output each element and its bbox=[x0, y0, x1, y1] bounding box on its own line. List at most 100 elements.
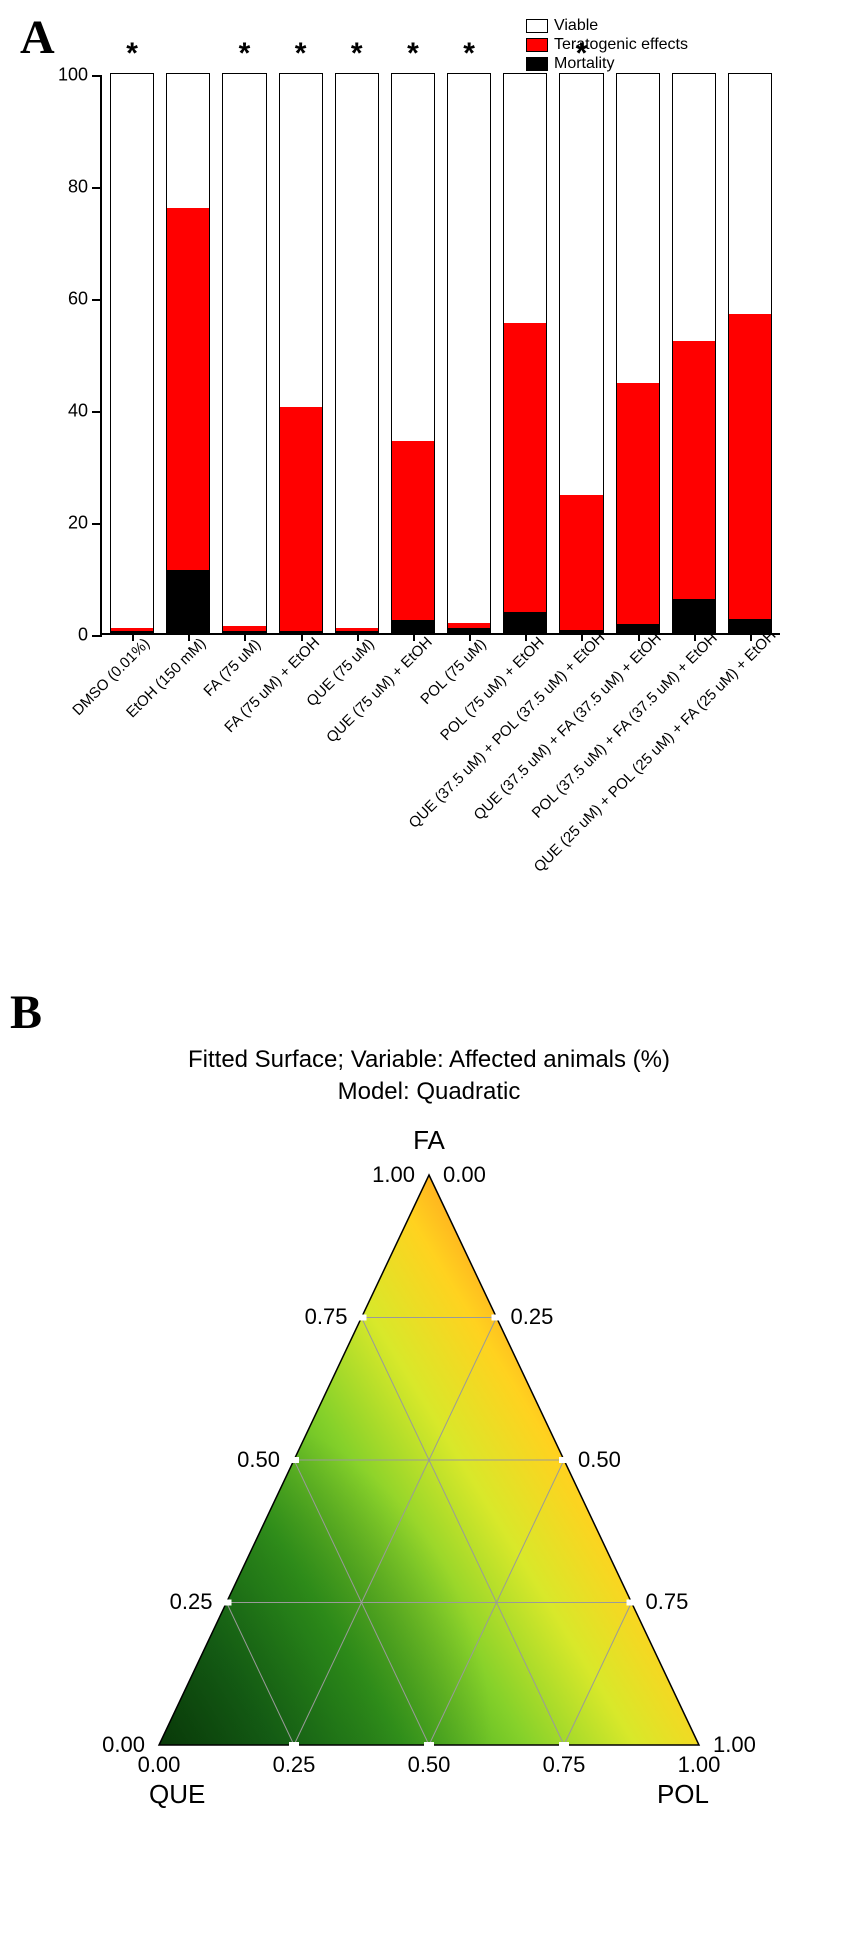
significance-star: * bbox=[576, 37, 588, 71]
bar-column: *DMSO (0.01%) bbox=[110, 73, 154, 633]
legend: Viable Teratogenic effects Mortality bbox=[526, 16, 688, 74]
significance-star: * bbox=[126, 37, 138, 71]
bar-seg-viable bbox=[729, 74, 771, 314]
y-tick-label: 40 bbox=[68, 401, 102, 422]
bar-chart: Affected animals (%) *DMSO (0.01%)EtOH (… bbox=[100, 75, 780, 945]
panel-b-label: B bbox=[10, 985, 838, 1040]
bar-column: *QUE (75 uM) bbox=[335, 73, 379, 633]
x-tick bbox=[469, 633, 471, 641]
ternary-tick-label: 0.50 bbox=[578, 1447, 621, 1473]
legend-item: Teratogenic effects bbox=[526, 35, 688, 54]
bar-seg-teratogenic bbox=[617, 383, 659, 624]
x-tick bbox=[132, 633, 134, 641]
ternary-tick-label: 0.75 bbox=[543, 1752, 586, 1778]
bar-seg-mortality bbox=[392, 620, 434, 634]
ternary-tick-label: 1.00 bbox=[372, 1162, 415, 1188]
bar-seg-viable bbox=[111, 74, 153, 628]
x-tick bbox=[244, 633, 246, 641]
x-tick bbox=[581, 633, 583, 641]
bar-chart-plot: *DMSO (0.01%) EtOH (150 mM) *FA (75 uM) *FA… bbox=[100, 75, 780, 635]
legend-swatch-teratogenic bbox=[526, 38, 548, 52]
title-line-1: Fitted Surface; Variable: Affected anima… bbox=[188, 1046, 670, 1073]
bar-seg-teratogenic bbox=[504, 323, 546, 611]
legend-swatch-mortality bbox=[526, 57, 548, 71]
bar-seg-mortality bbox=[167, 570, 209, 634]
bar-column: EtOH (150 mM) bbox=[166, 73, 210, 633]
bar-column: *FA (75 uM) bbox=[222, 73, 266, 633]
ternary-tick-label: 0.25 bbox=[511, 1304, 554, 1330]
ternary-tick-label: 0.50 bbox=[237, 1447, 280, 1473]
y-tick-label: 80 bbox=[68, 177, 102, 198]
x-tick bbox=[301, 633, 303, 641]
bar-column: QUE (25 uM) + POL (25 uM) + FA (25 uM) +… bbox=[728, 73, 772, 633]
bar-stack bbox=[391, 73, 435, 633]
bar-stack bbox=[728, 73, 772, 633]
ternary-tick-label: 0.25 bbox=[273, 1752, 316, 1778]
bar-column: POL (37.5 uM) + FA (37.5 uM) + EtOH bbox=[672, 73, 716, 633]
ternary-tick-label: 1.00 bbox=[678, 1752, 721, 1778]
legend-item: Mortality bbox=[526, 54, 688, 73]
significance-star: * bbox=[295, 37, 307, 71]
ternary-tick-label: 0.00 bbox=[138, 1752, 181, 1778]
bar-seg-viable bbox=[673, 74, 715, 341]
corner-label: POL bbox=[657, 1779, 709, 1810]
bar-stack bbox=[110, 73, 154, 633]
legend-label: Teratogenic effects bbox=[554, 35, 688, 54]
bar-seg-viable bbox=[560, 74, 602, 495]
bar-seg-viable bbox=[336, 74, 378, 628]
legend-label: Viable bbox=[554, 16, 598, 35]
bar-stack bbox=[335, 73, 379, 633]
x-tick bbox=[413, 633, 415, 641]
y-tick-label: 60 bbox=[68, 289, 102, 310]
bar-seg-teratogenic bbox=[560, 495, 602, 629]
bar-seg-viable bbox=[223, 74, 265, 626]
ternary-tick-label: 0.75 bbox=[305, 1304, 348, 1330]
bar-stack bbox=[166, 73, 210, 633]
bar-seg-viable bbox=[504, 74, 546, 323]
bar-stack bbox=[279, 73, 323, 633]
x-tick bbox=[525, 633, 527, 641]
bar-column: POL (75 uM) + EtOH bbox=[503, 73, 547, 633]
significance-star: * bbox=[407, 37, 419, 71]
bar-stack bbox=[447, 73, 491, 633]
ternary-plot: FAQUEPOL0.000.000.000.250.250.250.500.50… bbox=[49, 1115, 809, 1835]
ternary-svg bbox=[49, 1115, 809, 1835]
bar-seg-teratogenic bbox=[280, 407, 322, 631]
bar-seg-viable bbox=[167, 74, 209, 208]
legend-item: Viable bbox=[526, 16, 688, 35]
y-tick-label: 100 bbox=[58, 65, 102, 86]
significance-star: * bbox=[239, 37, 251, 71]
y-tick-label: 0 bbox=[78, 625, 102, 646]
corner-label: QUE bbox=[149, 1779, 205, 1810]
bar-seg-teratogenic bbox=[673, 341, 715, 599]
panel-b-title: Fitted Surface; Variable: Affected anima… bbox=[20, 1044, 838, 1109]
x-tick bbox=[188, 633, 190, 641]
x-tick bbox=[750, 633, 752, 641]
bar-stack bbox=[616, 73, 660, 633]
bar-column: QUE (37.5 uM) + FA (37.5 uM) + EtOH bbox=[616, 73, 660, 633]
ternary-tick-label: 0.00 bbox=[443, 1162, 486, 1188]
bar-column: *POL (75 uM) bbox=[447, 73, 491, 633]
bar-seg-viable bbox=[448, 74, 490, 623]
bar-stack bbox=[503, 73, 547, 633]
bar-seg-teratogenic bbox=[392, 441, 434, 620]
bar-seg-teratogenic bbox=[729, 314, 771, 619]
ternary-tick-label: 0.75 bbox=[646, 1589, 689, 1615]
bar-seg-mortality bbox=[504, 612, 546, 634]
bar-seg-viable bbox=[392, 74, 434, 441]
x-tick bbox=[694, 633, 696, 641]
bar-seg-viable bbox=[280, 74, 322, 407]
bar-column: *QUE (75 uM) + EtOH bbox=[391, 73, 435, 633]
bar-stack bbox=[559, 73, 603, 633]
bar-seg-viable bbox=[617, 74, 659, 383]
panel-b: B Fitted Surface; Variable: Affected ani… bbox=[20, 985, 838, 1835]
significance-star: * bbox=[463, 37, 475, 71]
ternary-tick-label: 0.25 bbox=[170, 1589, 213, 1615]
bar-column: *FA (75 uM) + EtOH bbox=[279, 73, 323, 633]
y-tick-label: 20 bbox=[68, 513, 102, 534]
bar-stack bbox=[222, 73, 266, 633]
title-line-2: Model: Quadratic bbox=[338, 1078, 521, 1105]
panel-a: A Viable Teratogenic effects Mortality A… bbox=[20, 10, 838, 945]
x-tick bbox=[357, 633, 359, 641]
ternary-tick-label: 0.50 bbox=[408, 1752, 451, 1778]
